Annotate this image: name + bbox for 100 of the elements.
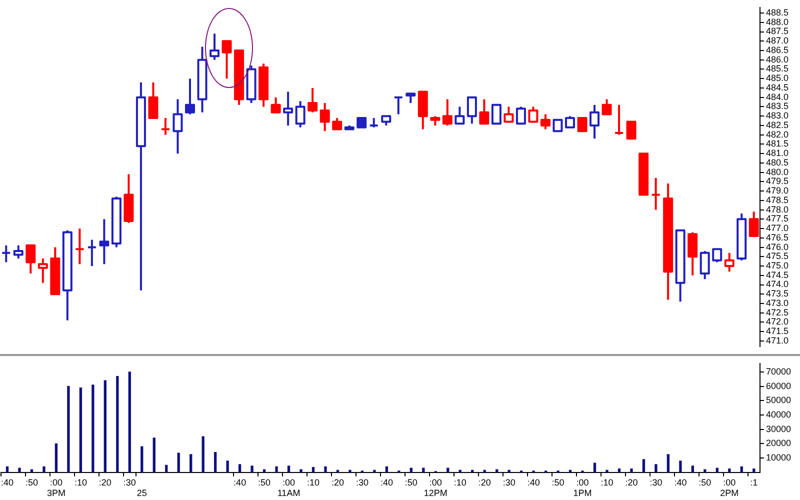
- x-tick-label: :30: [650, 477, 662, 488]
- x-tick-label: :50: [698, 477, 712, 488]
- y-tick-label: 471.5: [766, 326, 789, 336]
- bar: [67, 386, 70, 472]
- y-tick-label: 471.0: [766, 335, 789, 346]
- y-tick-label: 477.5: [766, 214, 789, 224]
- y-tick-label: 477.0: [766, 223, 789, 234]
- candlestick: [491, 104, 502, 125]
- x-tick-label: :00 2PM: [720, 477, 739, 498]
- x-tick-label: :00 12PM: [424, 477, 448, 498]
- y-tick-label: 481.0: [766, 148, 789, 158]
- candlestick: [172, 98, 183, 155]
- candlestick: [430, 115, 440, 126]
- candlestick: [724, 252, 734, 273]
- candlestick: [356, 116, 367, 128]
- x-tick-label: :40: [527, 477, 540, 488]
- candlestick: [626, 120, 636, 140]
- bar: [214, 452, 217, 472]
- y-tick-label: 479.0: [766, 186, 789, 196]
- y-tick-label: 484.5: [766, 82, 789, 92]
- bar: [140, 446, 144, 472]
- y-tick-label: 70000: [766, 366, 792, 376]
- candlestick: [99, 218, 110, 266]
- bar: [373, 470, 376, 472]
- x-tick-label: :20: [98, 477, 112, 488]
- y-tick-label: 481.5: [766, 138, 789, 149]
- x-tick-label: :50: [25, 477, 38, 488]
- y-tick-label: 483.5: [766, 101, 789, 112]
- x-tick-label: :20: [331, 477, 344, 488]
- y-tick-label: 480.5: [766, 157, 789, 168]
- y-tick-label: 50000: [766, 395, 792, 406]
- x-tick-label: :50: [552, 477, 564, 488]
- y-tick-label: 484.0: [766, 92, 789, 102]
- candlestick: [308, 86, 318, 114]
- candlestick: [406, 92, 416, 104]
- y-tick-label: 486.5: [766, 44, 789, 55]
- bar: [238, 464, 242, 472]
- y-tick-label: 485.0: [766, 73, 789, 84]
- candlestick: [442, 98, 452, 126]
- bar: [679, 460, 682, 472]
- candlestick: [540, 113, 550, 130]
- y-tick-label: 474.0: [766, 279, 789, 290]
- y-tick-label: 478.5: [766, 194, 789, 205]
- bar: [128, 372, 131, 472]
- y-tick-label: 480.0: [766, 166, 789, 177]
- bar: [630, 468, 633, 472]
- candlestick: [185, 78, 195, 116]
- candlestick: [454, 106, 465, 125]
- candlestick: [332, 116, 342, 130]
- y-tick-label: 488.5: [766, 8, 789, 18]
- bar: [642, 459, 646, 472]
- candlestick: [86, 238, 97, 268]
- x-tick-label: :1: [750, 477, 758, 488]
- y-tick-label: 482.0: [766, 129, 789, 140]
- candlestick: [38, 258, 48, 284]
- bar: [42, 466, 46, 472]
- bar: [593, 462, 596, 472]
- candlestick: [320, 102, 330, 132]
- y-tick-label: 60000: [766, 380, 792, 391]
- candlestick: [504, 106, 514, 123]
- bar: [300, 469, 302, 472]
- candlestick: [528, 106, 538, 123]
- candlestick: [614, 104, 624, 136]
- candlestick: [74, 228, 85, 266]
- x-tick-label: :10: [454, 477, 466, 488]
- bar: [79, 387, 82, 472]
- y-tick-label: 488.0: [766, 16, 789, 27]
- y-tick-label: 30000: [766, 424, 792, 434]
- candlestick: [466, 96, 477, 125]
- y-tick-label: 476.5: [766, 232, 789, 242]
- x-tick-label: :10: [600, 477, 614, 488]
- x-tick-label: :40: [1, 477, 14, 488]
- y-tick-label: 472.5: [766, 307, 789, 318]
- candlestick: [160, 116, 170, 136]
- x-tick-label: :40: [674, 477, 687, 488]
- candlestick: [148, 81, 158, 119]
- candlestick: [381, 115, 392, 126]
- candlestick: [700, 250, 710, 280]
- candlestick: [590, 104, 600, 140]
- y-tick-label: 482.5: [766, 120, 789, 130]
- x-tick-label: :50: [258, 477, 271, 488]
- bar: [18, 468, 21, 472]
- candlestick: [479, 98, 490, 125]
- candlestick: [210, 32, 220, 61]
- bar: [202, 436, 204, 472]
- candlestick: [368, 116, 379, 128]
- bar: [54, 443, 58, 472]
- bar: [190, 454, 192, 472]
- candlestick: [565, 115, 575, 128]
- x-tick-label: :30: [502, 477, 516, 488]
- x-tick-label: :00 3PM: [46, 477, 66, 498]
- x-tick-label: :00 1PM: [573, 477, 592, 498]
- bar: [324, 466, 327, 472]
- candlestick: [295, 100, 306, 128]
- bar: [606, 470, 608, 472]
- y-tick-label: 40000: [766, 410, 792, 420]
- x-tick-label: :10: [74, 477, 87, 488]
- bar: [250, 466, 254, 472]
- y-tick-label: 487.0: [766, 36, 789, 46]
- bar: [691, 466, 694, 472]
